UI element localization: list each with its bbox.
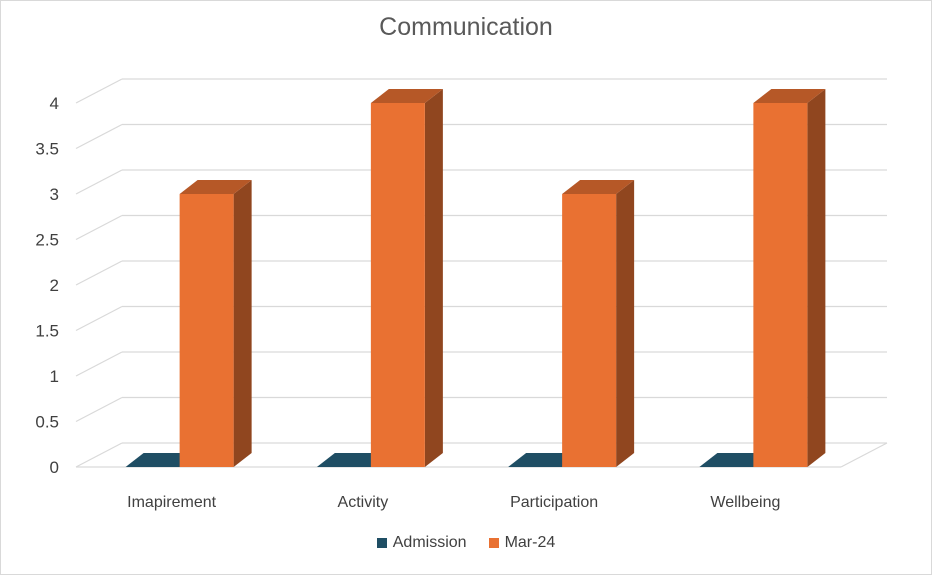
bar-top (562, 180, 635, 194)
y-tick-label: 1.5 (35, 322, 59, 341)
gridline-depth (75, 351, 123, 377)
y-tick-label: 0.5 (35, 413, 59, 432)
y-tick-label: 4 (50, 94, 59, 113)
chart-title: Communication (379, 13, 553, 41)
gridline-depth (75, 214, 123, 241)
bar-side (424, 89, 443, 467)
bar-side (233, 180, 252, 467)
y-tick-label: 2 (50, 276, 59, 295)
y-tick-label: 0 (50, 458, 59, 477)
legend-swatch-admission (376, 538, 387, 548)
legend-item-admission: Admission (376, 534, 467, 552)
y-tick-label: 1 (50, 367, 59, 386)
bar-side (807, 89, 826, 467)
gridline-depth (75, 169, 123, 195)
y-tick-label: 2.5 (35, 231, 59, 250)
chart-legend: Admission Mar-24 (1, 534, 931, 552)
x-category-label: Participation (510, 494, 598, 511)
bar (753, 103, 808, 467)
floor-right-edge (840, 442, 888, 468)
x-category-label: Activity (338, 494, 389, 511)
gridline-depth (75, 442, 123, 468)
gridline-depth (75, 260, 123, 286)
legend-label-mar-24: Mar-24 (504, 534, 556, 551)
legend-label-admission: Admission (392, 534, 467, 551)
gridline-depth (75, 305, 123, 332)
legend-swatch-mar-24 (488, 538, 499, 548)
gridline-depth (75, 396, 123, 423)
bar-top (753, 89, 826, 103)
bar (179, 194, 234, 467)
y-tick-label: 3 (50, 185, 59, 204)
gridline-depth (75, 123, 123, 150)
bar-top (370, 89, 443, 103)
bar-top (179, 180, 252, 194)
bar (562, 194, 617, 467)
chart-plot: 0 0.5 1 1.5 2 2.5 3 3.5 4 Imapirement Activity Part… (35, 78, 888, 511)
bar (370, 103, 425, 467)
gridline-depth (75, 78, 123, 104)
legend-item-mar-24: Mar-24 (488, 534, 556, 552)
y-tick-label: 3.5 (35, 140, 59, 159)
x-category-label: Imapirement (127, 494, 216, 511)
bar-side (616, 180, 635, 467)
x-category-label: Wellbeing (710, 494, 780, 511)
